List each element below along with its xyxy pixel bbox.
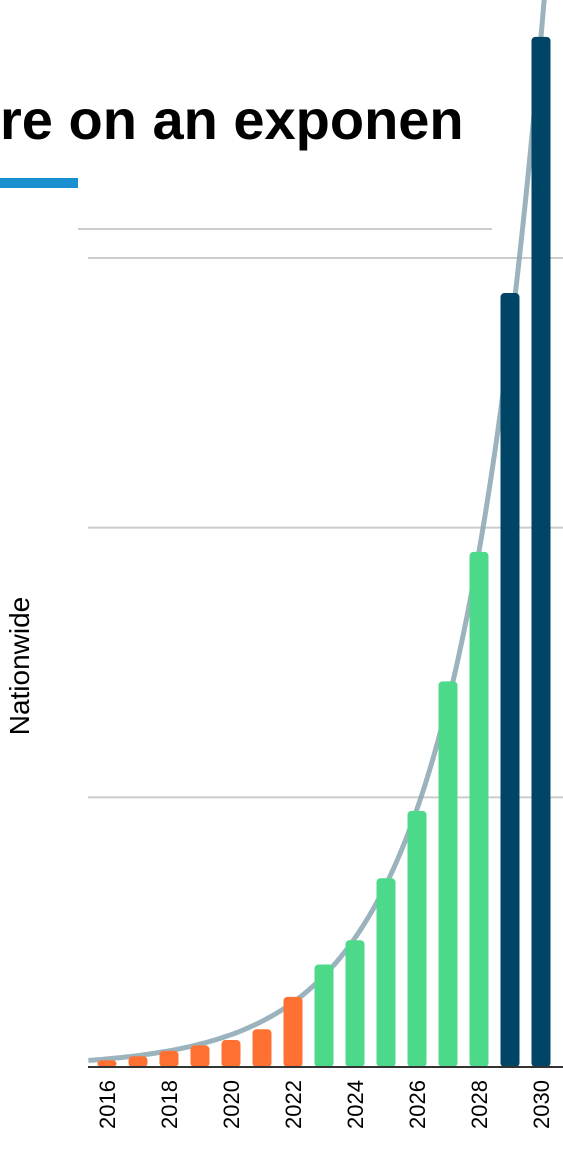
bar-2026 (407, 810, 427, 1067)
chart-title: re on an exponen (0, 88, 464, 151)
title-accent-bar (0, 178, 78, 188)
x-tick-2020: 2020 (219, 1080, 244, 1129)
bar-2023 (314, 964, 334, 1067)
bar-2028 (469, 551, 489, 1067)
bar-2020 (221, 1040, 241, 1067)
x-tick-2026: 2026 (405, 1080, 430, 1129)
x-tick-labels: 2016 2018 2020 2022 2024 2026 2028 2030 (95, 1080, 554, 1129)
x-tick-2022: 2022 (281, 1080, 306, 1129)
bar-2017 (128, 1056, 148, 1067)
bar-2027 (438, 681, 458, 1067)
x-tick-2030: 2030 (529, 1080, 554, 1129)
trend-line (88, 0, 547, 1063)
bar-2024 (345, 940, 365, 1067)
bars (97, 36, 551, 1068)
bar-2021 (252, 1029, 272, 1067)
bar-2018 (159, 1050, 179, 1067)
x-tick-2018: 2018 (157, 1080, 182, 1129)
bar-2030 (531, 36, 551, 1068)
x-tick-2028: 2028 (467, 1080, 492, 1129)
bar-2029 (500, 293, 520, 1068)
bar-2025 (376, 878, 396, 1067)
bar-2016 (97, 1060, 117, 1067)
x-tick-2016: 2016 (95, 1080, 120, 1129)
x-tick-2024: 2024 (343, 1080, 368, 1129)
gridlines (78, 228, 563, 799)
bar-2019 (190, 1045, 210, 1067)
bar-2022 (283, 996, 303, 1067)
